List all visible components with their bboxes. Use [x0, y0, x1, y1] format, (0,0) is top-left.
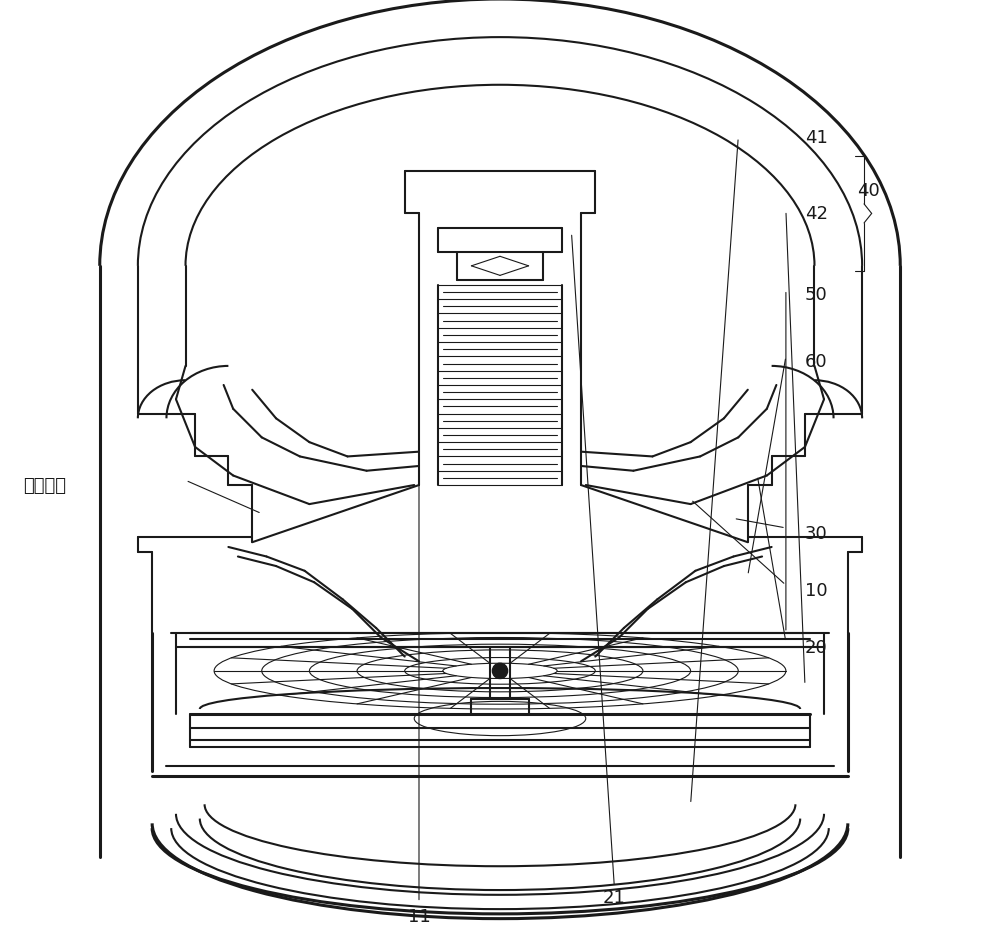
Text: 10: 10: [805, 582, 828, 599]
Text: 40: 40: [857, 182, 880, 199]
Text: 50: 50: [805, 287, 828, 304]
Text: 20: 20: [805, 639, 828, 656]
Text: 30: 30: [805, 525, 828, 542]
Text: 60: 60: [805, 353, 828, 370]
Text: 21: 21: [603, 888, 626, 905]
Text: 上液体室: 上液体室: [23, 477, 66, 494]
Text: 41: 41: [805, 129, 828, 147]
Text: 11: 11: [408, 907, 430, 924]
Circle shape: [492, 664, 508, 679]
Text: 42: 42: [805, 206, 828, 223]
